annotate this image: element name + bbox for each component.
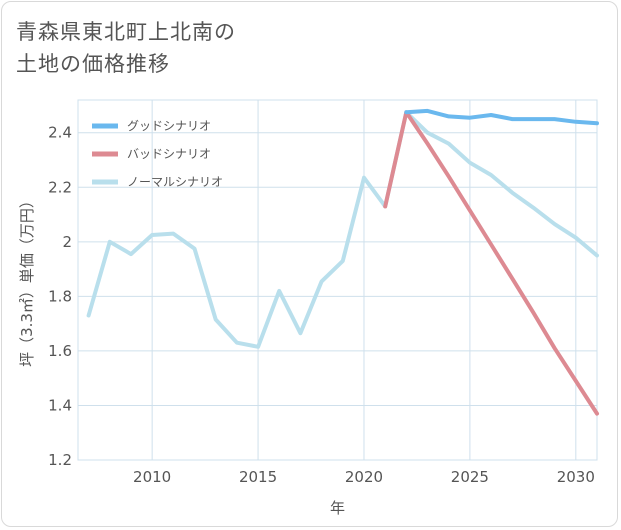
- y-axis-label: 坪（3.3㎡）単価（万円）: [18, 193, 36, 367]
- series-line-0: [404, 108, 599, 126]
- legend-label: ノーマルシナリオ: [127, 175, 223, 189]
- x-axis-label: 年: [330, 499, 345, 517]
- y-tick-label: 2: [62, 233, 72, 251]
- x-tick-label: 2015: [239, 468, 277, 486]
- chart-axes: 1.2 1.4 1.6 1.8 2 2.2 2.4 2010 2015 2020 2025 2030: [48, 124, 595, 486]
- chart-title: 青森県東北町上北南の 土地の価格推移: [16, 16, 436, 80]
- y-tick-label: 1.8: [48, 287, 72, 305]
- x-tick-label: 2025: [451, 468, 489, 486]
- series-line-1: [383, 110, 599, 416]
- legend-label: バッドシナリオ: [127, 147, 211, 161]
- y-tick-label: 2.4: [48, 124, 72, 142]
- series-line-2: [86, 110, 599, 349]
- chart-grid: [77, 99, 598, 461]
- chart-title-line2: 土地の価格推移: [16, 52, 170, 76]
- chart-series-layer: [86, 108, 599, 416]
- y-tick-label: 2.2: [48, 178, 72, 196]
- x-tick-label: 2030: [557, 468, 595, 486]
- y-tick-label: 1.4: [48, 396, 72, 414]
- y-tick-label: 1.6: [48, 342, 72, 360]
- chart-title-line1: 青森県東北町上北南の: [16, 20, 236, 44]
- x-tick-label: 2010: [133, 468, 171, 486]
- x-tick-label: 2020: [345, 468, 383, 486]
- y-tick-label: 1.2: [48, 451, 72, 469]
- legend-label: グッドシナリオ: [127, 119, 211, 133]
